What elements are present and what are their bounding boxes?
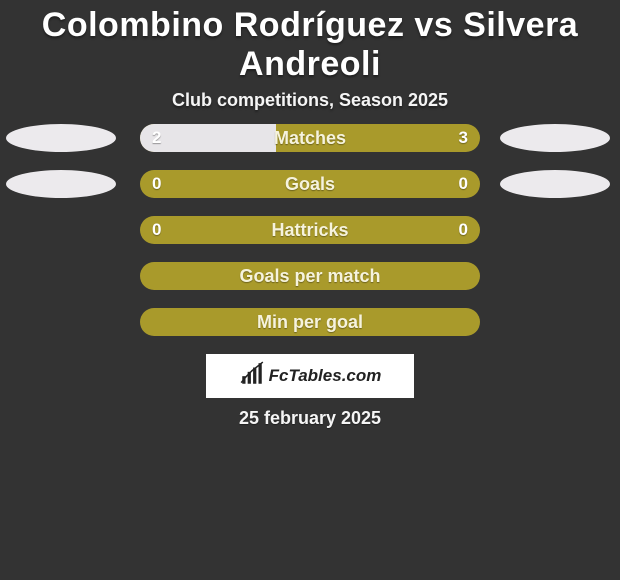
stat-row: Min per goal xyxy=(0,306,620,352)
stat-row: Hattricks00 xyxy=(0,214,620,260)
player-marker-right xyxy=(500,170,610,198)
stat-value-right: 0 xyxy=(140,216,468,244)
stat-value-right: 3 xyxy=(140,124,468,152)
bar-chart-icon xyxy=(239,361,265,392)
stat-value-right: 0 xyxy=(140,170,468,198)
brand-badge: FcTables.com xyxy=(206,354,414,398)
player-marker-left xyxy=(6,124,116,152)
stat-row: Goals per match xyxy=(0,260,620,306)
page-title: Colombino Rodríguez vs Silvera Andreoli xyxy=(0,0,620,84)
stats-rows: Matches23Goals00Hattricks00Goals per mat… xyxy=(0,122,620,352)
stat-bar-track xyxy=(140,262,480,290)
stat-bar-track xyxy=(140,308,480,336)
brand-text: FcTables.com xyxy=(269,366,382,386)
infographic-container: Colombino Rodríguez vs Silvera Andreoli … xyxy=(0,0,620,580)
player-marker-left xyxy=(6,170,116,198)
stat-row: Matches23 xyxy=(0,122,620,168)
stat-row: Goals00 xyxy=(0,168,620,214)
generation-date: 25 february 2025 xyxy=(0,408,620,429)
player-marker-right xyxy=(500,124,610,152)
page-subtitle: Club competitions, Season 2025 xyxy=(0,90,620,111)
